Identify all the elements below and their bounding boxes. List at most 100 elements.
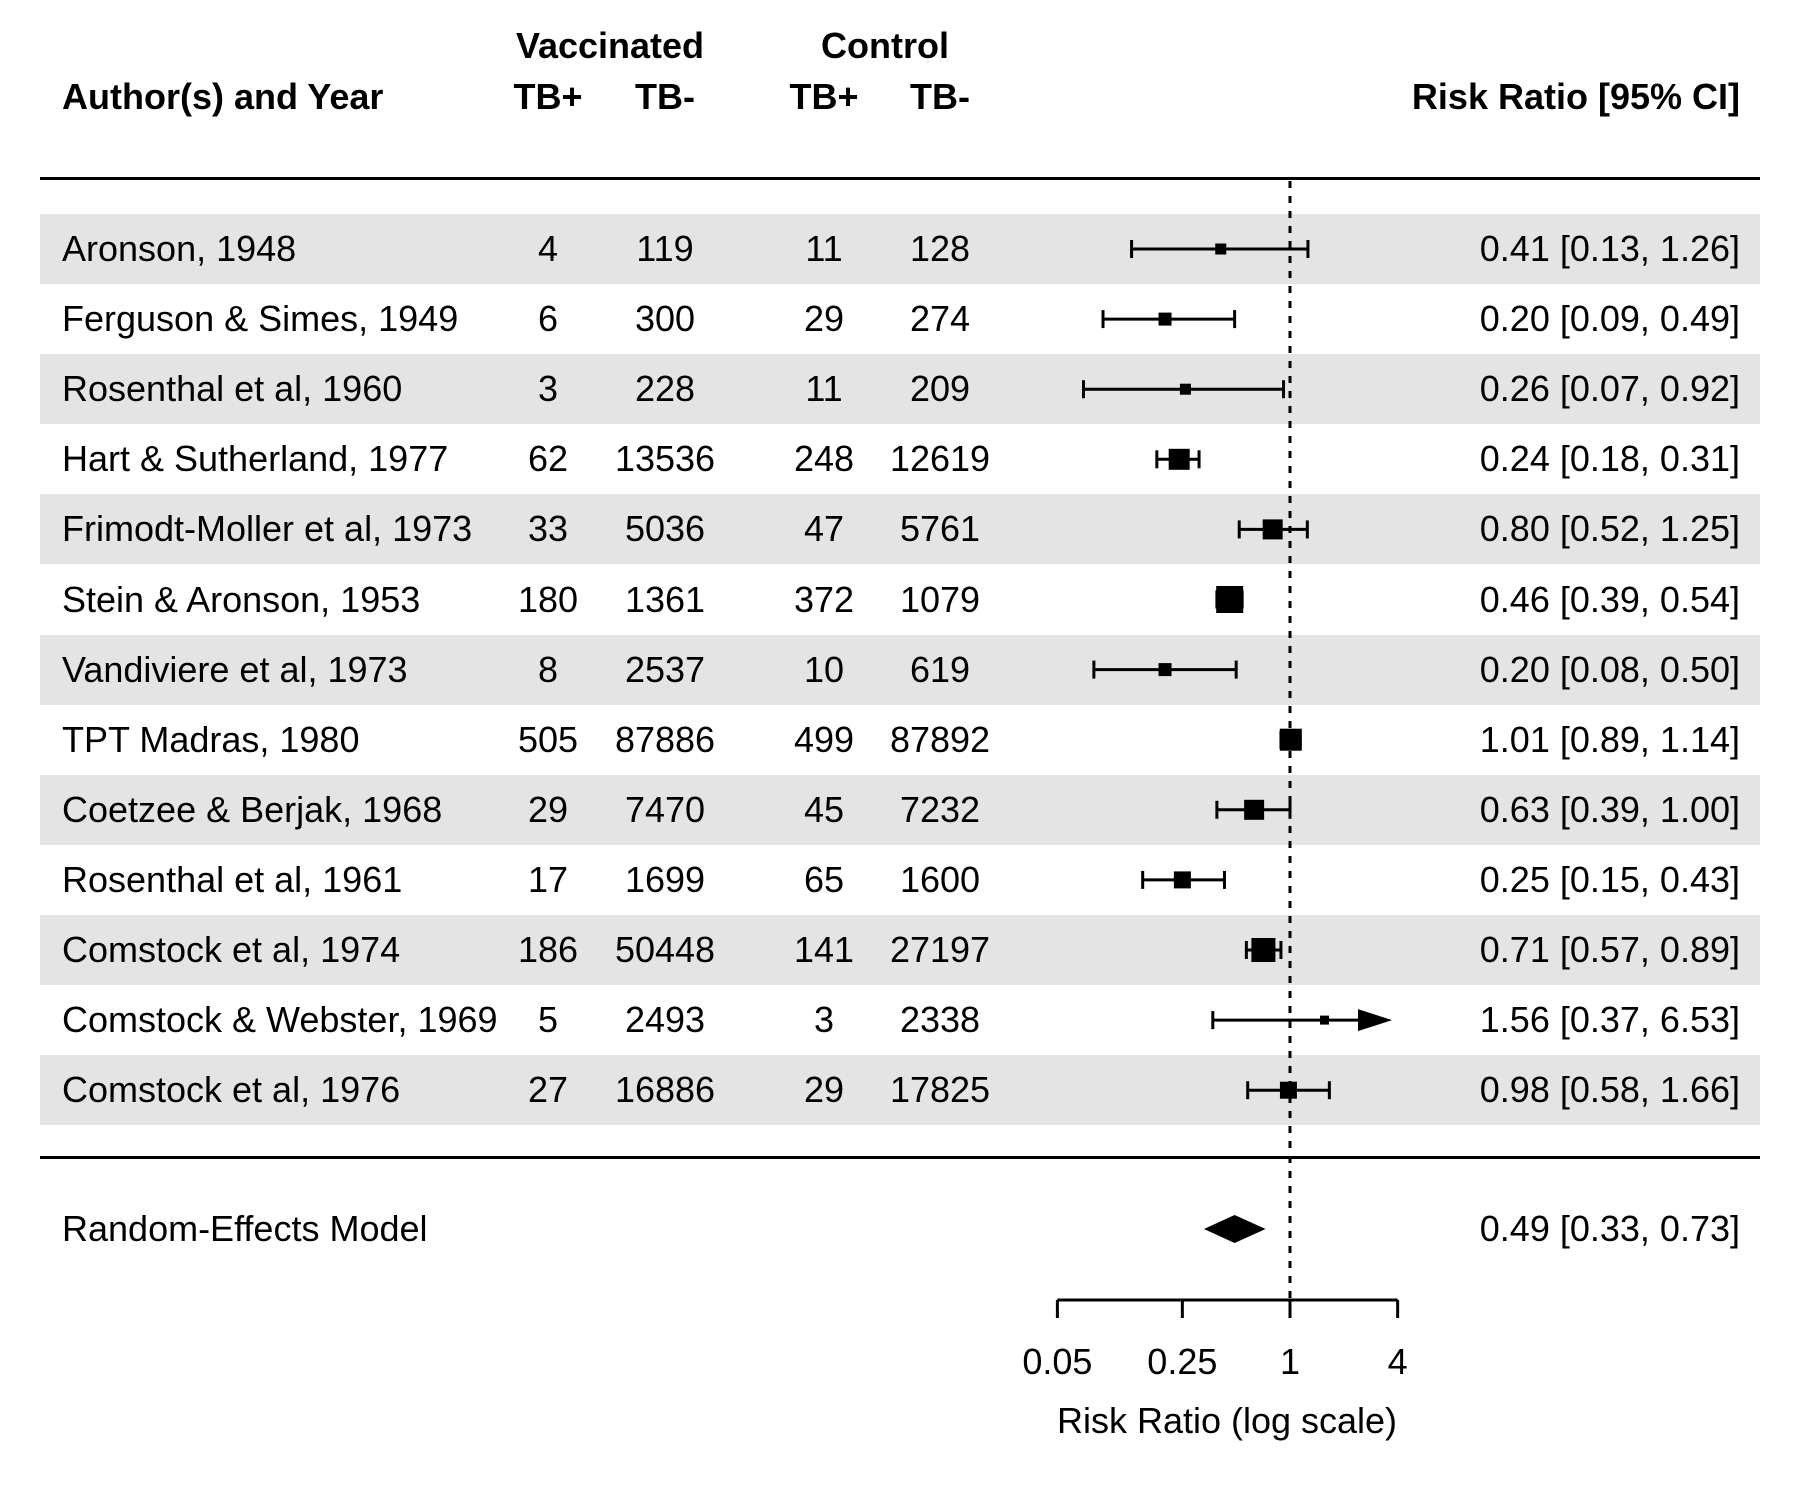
- vaccinated-tbpos-cell: 8: [537, 648, 559, 690]
- summary-diamond: [1203, 1215, 1266, 1243]
- control-tbpos-cell: 10: [803, 648, 845, 690]
- control-tbpos-cell: 29: [803, 1069, 845, 1111]
- control-tbpos-cell: 141: [793, 929, 855, 970]
- control-tbneg-cell: 1600: [899, 858, 981, 900]
- control-tbpos-cell: 11: [805, 368, 843, 410]
- table-row-stripe: [40, 915, 1760, 985]
- axis-tick-label: 1: [1279, 1341, 1301, 1382]
- vaccinated-tbneg-cell: 1361: [624, 578, 706, 620]
- control-tbneg-cell: 128: [909, 228, 971, 269]
- vaccinated-tbpos-cell: 6: [537, 298, 559, 340]
- effect-square: [1279, 728, 1302, 751]
- table-row-stripe: [40, 634, 1760, 705]
- vaccinated-tbneg-header: TB-: [635, 76, 695, 117]
- control-tbneg-cell: 7232: [899, 788, 981, 830]
- control-tbneg-cell: 2338: [899, 999, 981, 1041]
- study-rr-value: 0.98 [0.58, 1.66]: [1479, 1069, 1740, 1111]
- axis-tick-label: 0.05: [1022, 1341, 1093, 1382]
- study-author: Frimodt-Moller et al, 1973: [62, 508, 473, 550]
- study-author: Vandiviere et al, 1973: [62, 648, 408, 690]
- vaccinated-tbneg-cell: 2537: [624, 648, 706, 690]
- study-rr-value: 0.71 [0.57, 0.89]: [1479, 929, 1740, 970]
- control-tbneg-cell: 5761: [899, 508, 981, 550]
- control-tbpos-cell: 372: [793, 578, 855, 620]
- control-tbpos-header: TB+: [789, 76, 859, 117]
- effect-square: [1158, 312, 1172, 326]
- vaccinated-tbneg-cell: 16886: [614, 1069, 716, 1111]
- vaccinated-tbpos-cell: 186: [517, 929, 579, 970]
- control-tbpos-cell: 499: [793, 718, 855, 760]
- study-author: Comstock et al, 1974: [62, 929, 401, 970]
- table-row-stripe: [40, 494, 1760, 565]
- study-author: Rosenthal et al, 1961: [62, 858, 403, 900]
- vaccinated-tbpos-cell: 180: [517, 578, 579, 620]
- summary-rr-value: 0.49 [0.33, 0.73]: [1479, 1208, 1740, 1249]
- group-header-vaccinated: Vaccinated: [515, 25, 705, 66]
- vaccinated-tbpos-cell: 5: [537, 999, 559, 1041]
- effect-square: [1216, 586, 1244, 613]
- summary-label: Random-Effects Model: [62, 1208, 428, 1249]
- table-row-stripe: [40, 1055, 1760, 1126]
- study-rr-value: 1.56 [0.37, 6.53]: [1479, 999, 1740, 1041]
- summary-separator-rule: [40, 1156, 1760, 1159]
- study-author: Ferguson & Simes, 1949: [62, 298, 459, 340]
- study-author: TPT Madras, 1980: [62, 718, 360, 760]
- study-author: Hart & Sutherland, 1977: [62, 438, 449, 480]
- control-tbpos-cell: 65: [803, 858, 845, 900]
- control-tbpos-cell: 3: [813, 999, 835, 1041]
- vaccinated-tbneg-cell: 228: [634, 368, 696, 410]
- study-author: Aronson, 1948: [62, 228, 297, 269]
- control-tbneg-cell: 209: [909, 368, 971, 410]
- effect-square: [1168, 448, 1190, 470]
- effect-square: [1179, 383, 1191, 395]
- control-tbneg-cell: 274: [909, 298, 971, 340]
- control-tbpos-cell: 47: [803, 508, 845, 550]
- vaccinated-tbneg-cell: 300: [634, 298, 696, 340]
- effect-square: [1279, 1081, 1297, 1099]
- control-tbneg-cell: 12619: [889, 438, 991, 480]
- study-rr-value: 1.01 [0.89, 1.14]: [1479, 718, 1740, 760]
- control-tbneg-cell: 619: [909, 648, 971, 690]
- study-rr-value: 0.80 [0.52, 1.25]: [1479, 508, 1740, 550]
- header-separator-rule: [40, 177, 1760, 180]
- vaccinated-tbpos-cell: 505: [517, 718, 579, 760]
- vaccinated-tbpos-cell: 17: [527, 858, 569, 900]
- vaccinated-tbneg-cell: 13536: [614, 438, 716, 480]
- vaccinated-tbneg-cell: 2493: [624, 999, 706, 1041]
- vaccinated-tbpos-cell: 4: [537, 228, 559, 269]
- control-tbneg-cell: 1079: [899, 578, 981, 620]
- x-axis-title: Risk Ratio (log scale): [1056, 1400, 1398, 1441]
- study-author: Rosenthal et al, 1960: [62, 368, 403, 410]
- effect-square: [1320, 1015, 1330, 1025]
- control-tbneg-header: TB-: [910, 76, 970, 117]
- effect-square: [1262, 519, 1283, 540]
- risk-ratio-column-header: Risk Ratio [95% CI]: [1411, 76, 1740, 117]
- study-rr-value: 0.26 [0.07, 0.92]: [1479, 368, 1740, 410]
- vaccinated-tbneg-cell: 87886: [614, 718, 716, 760]
- control-tbneg-cell: 27197: [889, 929, 991, 970]
- study-rr-value: 0.63 [0.39, 1.00]: [1479, 788, 1740, 830]
- control-tbneg-cell: 87892: [889, 718, 991, 760]
- table-row-stripe: [40, 774, 1760, 845]
- vaccinated-tbpos-cell: 33: [527, 508, 569, 550]
- vaccinated-tbpos-cell: 29: [527, 788, 569, 830]
- axis-tick-label: 0.25: [1147, 1341, 1218, 1382]
- control-tbpos-cell: 248: [793, 438, 855, 480]
- vaccinated-tbneg-cell: 50448: [614, 929, 716, 970]
- study-rr-value: 0.24 [0.18, 0.31]: [1479, 438, 1740, 480]
- vaccinated-tbpos-cell: 27: [527, 1069, 569, 1111]
- author-column-header: Author(s) and Year: [62, 76, 384, 117]
- control-tbpos-cell: 11: [805, 228, 843, 269]
- study-rr-value: 0.46 [0.39, 0.54]: [1479, 578, 1740, 620]
- vaccinated-tbneg-cell: 7470: [624, 788, 706, 830]
- study-author: Coetzee & Berjak, 1968: [62, 788, 443, 830]
- study-author: Stein & Aronson, 1953: [62, 578, 421, 620]
- ci-arrow-icon: [1358, 1009, 1392, 1032]
- study-rr-value: 0.25 [0.15, 0.43]: [1479, 858, 1740, 900]
- study-author: Comstock et al, 1976: [62, 1069, 401, 1111]
- vaccinated-tbpos-header: TB+: [513, 76, 583, 117]
- effect-square: [1244, 799, 1265, 820]
- study-rr-value: 0.20 [0.08, 0.50]: [1479, 648, 1740, 690]
- effect-square: [1173, 871, 1191, 889]
